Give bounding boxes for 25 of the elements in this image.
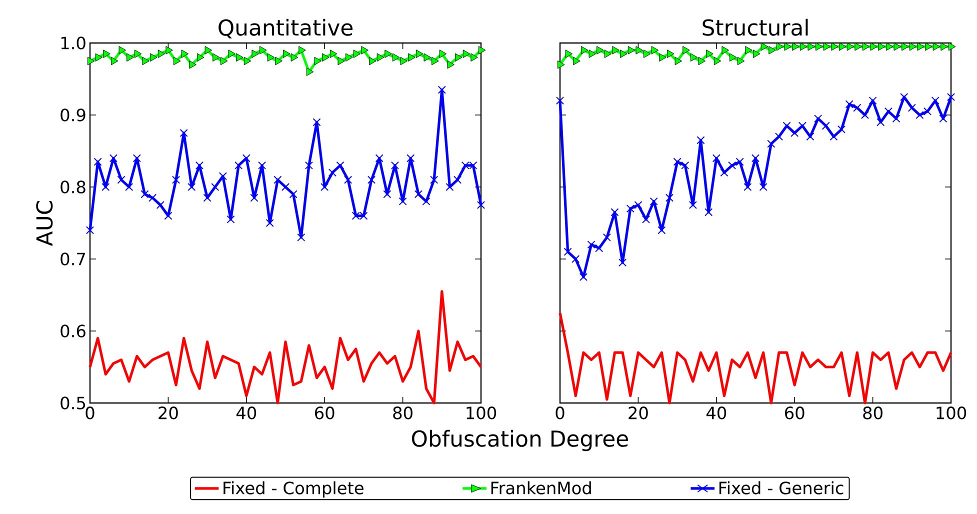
x-tick-label: 80: [863, 406, 882, 420]
x-tick-label: 0: [556, 406, 564, 420]
y-tick-label: 1.0: [61, 36, 86, 50]
x-axis-title: Obfuscation Degree: [412, 430, 628, 452]
x-tick-label: 40: [236, 406, 256, 420]
x-tick-label: 40: [706, 406, 726, 420]
x-tick-label: 20: [158, 406, 178, 420]
y-tick-label: 0.6: [60, 324, 86, 338]
legend-label: FrankenMod: [491, 481, 591, 494]
x-tick-label: 60: [315, 406, 334, 420]
legend-label: Fixed - Complete: [224, 481, 364, 498]
x-tick-label: 20: [628, 406, 648, 420]
legend-label: Fixed - Generic: [719, 481, 844, 494]
x-tick-label: 100: [936, 406, 966, 420]
x-tick-label: 60: [785, 406, 804, 420]
x-tick-label: 0: [86, 406, 94, 420]
y-tick-label: 0.9: [60, 108, 86, 122]
x-tick-label: 100: [466, 406, 496, 420]
chart-title: Structural: [702, 18, 808, 36]
chart-title: Quantitative: [218, 18, 353, 38]
y-tick-label: 0.7: [60, 252, 86, 266]
y-tick-label: 0.5: [60, 396, 85, 410]
x-tick-label: 80: [393, 406, 412, 420]
y-tick-label: 0.8: [60, 180, 86, 194]
y-axis-title: AUC: [36, 201, 53, 246]
